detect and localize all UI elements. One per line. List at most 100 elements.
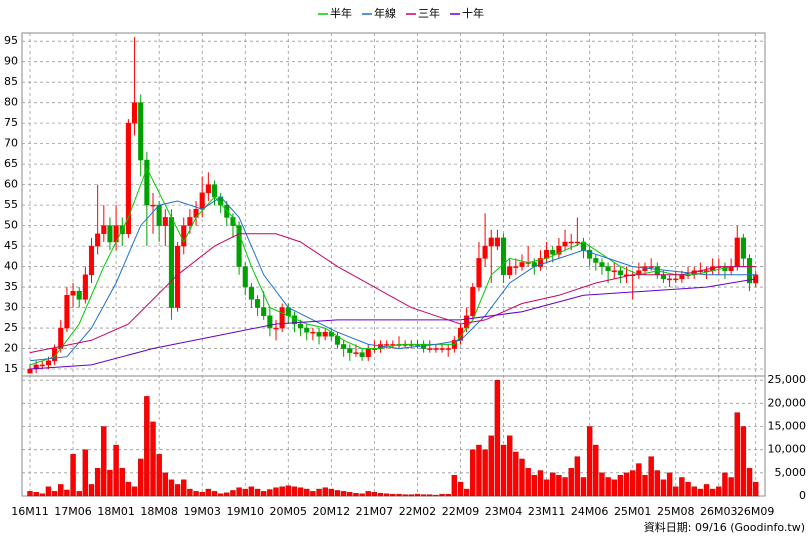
x-tick-label: 19M03	[183, 505, 221, 518]
candle-body	[513, 266, 519, 268]
x-tick-label: 19M10	[227, 505, 265, 518]
candle-body	[734, 237, 740, 267]
volume-bar	[340, 491, 347, 497]
y2-tick-label: 5,000	[775, 466, 807, 479]
candle-body	[181, 225, 187, 247]
x-tick-label: 22M09	[442, 505, 480, 518]
volume-bar	[470, 449, 476, 497]
candle-body	[470, 286, 476, 317]
x-tick-label: 21M07	[356, 505, 394, 518]
volume-bar	[562, 477, 568, 497]
x-tick-label: 26M09	[737, 505, 775, 518]
y2-tick-label: 20,000	[768, 396, 807, 409]
volume-bar	[586, 426, 593, 497]
volume-bar	[550, 472, 556, 497]
volume-bar	[174, 484, 181, 497]
volume-bar	[70, 454, 76, 497]
candle-body	[421, 344, 427, 349]
volume-bar	[39, 493, 45, 497]
volume-bar	[211, 491, 218, 497]
volume-bar	[593, 444, 599, 497]
volume-bar	[310, 491, 316, 497]
x-tick-label: 18M08	[140, 505, 178, 518]
x-tick-label: 25M01	[614, 505, 652, 518]
y-tick-label: 35	[4, 280, 18, 293]
candle-body	[70, 290, 76, 296]
y-tick-label: 70	[4, 137, 18, 150]
candle-body	[273, 327, 279, 330]
candle-body	[211, 184, 218, 198]
volume-bar	[33, 492, 39, 497]
candle-body	[617, 270, 623, 276]
candle-body	[132, 102, 138, 124]
volume-bar	[199, 492, 205, 497]
volume-bar	[703, 484, 710, 497]
volume-bar	[377, 493, 384, 497]
y-tick-label: 60	[4, 178, 18, 191]
candle-body	[76, 290, 82, 300]
volume-bar	[519, 458, 525, 497]
legend-label: 三年	[418, 6, 440, 20]
volume-bar	[531, 474, 537, 497]
candle-body	[64, 295, 70, 329]
x-tick-label: 26M03	[700, 505, 738, 518]
volume-bar	[746, 468, 753, 497]
volume-bar	[457, 481, 464, 497]
candle-body	[488, 237, 494, 247]
y-tick-label: 25	[4, 321, 18, 334]
volume-bar	[654, 470, 660, 497]
y2-tick-label: 25,000	[768, 373, 807, 386]
candle-body	[58, 327, 64, 349]
x-tick-label: 25M08	[657, 505, 695, 518]
candle-body	[556, 245, 562, 255]
volume-bar	[261, 491, 267, 497]
candle-body	[365, 348, 371, 357]
volume-bar	[304, 488, 310, 497]
candle-body	[648, 266, 654, 268]
volume-bar	[679, 477, 685, 497]
volume-bar	[753, 481, 759, 497]
volume-bar	[236, 487, 242, 497]
volume-bar	[64, 489, 70, 497]
volume-bar	[463, 488, 470, 497]
volume-bar	[500, 444, 507, 497]
candle-body	[242, 266, 248, 288]
volume-bar	[137, 458, 144, 497]
candle-body	[107, 225, 113, 243]
y-tick-label: 20	[4, 342, 18, 355]
candle-body	[482, 245, 488, 259]
candle-body	[322, 331, 328, 337]
volume-bar	[322, 487, 328, 497]
candle-body	[507, 266, 513, 276]
candle-body	[341, 344, 347, 349]
candle-body	[445, 348, 451, 350]
candle-body	[660, 274, 667, 280]
volume-bar	[76, 491, 82, 497]
candle-body	[95, 233, 101, 247]
volume-bar	[217, 493, 224, 497]
volume-bar	[224, 492, 230, 497]
volume-bar	[716, 486, 722, 497]
y-tick-label: 55	[4, 198, 18, 211]
volume-bar	[605, 477, 611, 497]
volume-bar	[328, 488, 335, 497]
x-tick-label: 16M11	[11, 505, 49, 518]
candle-body	[298, 323, 304, 329]
volume-bar	[402, 494, 408, 497]
volume-bar	[636, 463, 642, 497]
volume-bar	[359, 493, 365, 497]
legend-label: 十年	[462, 6, 484, 20]
volume-bar	[347, 492, 353, 497]
candle-body	[45, 360, 52, 366]
y-tick-label: 95	[4, 34, 18, 47]
candle-body	[550, 249, 556, 255]
volume-bar	[580, 477, 587, 497]
volume-bar	[623, 472, 630, 497]
candle-body	[156, 204, 162, 226]
y-tick-label: 90	[4, 55, 18, 68]
volume-bar	[242, 488, 248, 497]
volume-bar	[722, 472, 728, 497]
volume-bar	[642, 474, 648, 497]
candle-body	[740, 237, 746, 259]
